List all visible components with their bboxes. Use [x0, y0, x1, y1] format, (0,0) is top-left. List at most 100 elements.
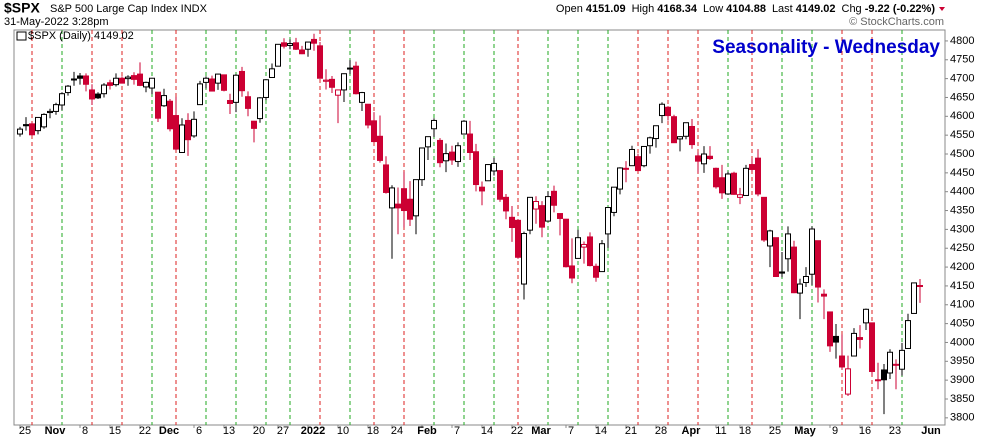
candle-body — [509, 216, 515, 228]
candle-body — [491, 162, 497, 172]
candle-body — [773, 237, 779, 277]
x-tick-label: 25 — [19, 425, 31, 437]
y-tick-label: 4700 — [950, 73, 974, 85]
candle-body — [407, 198, 413, 220]
candle-body — [17, 128, 23, 135]
candle-body — [137, 73, 143, 86]
candle-body — [323, 79, 329, 82]
x-tick-label: 22 — [139, 425, 151, 437]
candle-body — [431, 119, 437, 130]
candle-body — [305, 41, 311, 50]
y-tick-label: 3850 — [950, 393, 974, 405]
y-tick-label: 3800 — [950, 412, 974, 424]
quote-value: 4151.09 — [586, 3, 626, 15]
x-tick-label: 7 — [454, 425, 460, 437]
candle-body — [389, 187, 395, 209]
x-tick-label: 25 — [769, 425, 781, 437]
candle-body — [803, 275, 809, 284]
copyright: © StockCharts.com — [849, 16, 944, 28]
candle-body — [485, 164, 491, 182]
wednesday-lines — [31, 30, 903, 425]
quote-label: Chg — [842, 3, 862, 15]
candle-body — [317, 45, 323, 79]
candle-body — [533, 200, 539, 210]
candle-body — [515, 219, 521, 258]
x-tick-label: Dec — [159, 425, 179, 437]
candle-body — [395, 203, 401, 209]
x-tick-label: 28 — [655, 425, 667, 437]
quote-value: 4149.02 — [796, 3, 836, 15]
candle-body — [287, 43, 293, 46]
x-tick-label: 18 — [739, 425, 751, 437]
candle-body — [59, 93, 65, 106]
symbol: $SPX — [4, 0, 40, 16]
candle-body — [299, 49, 305, 55]
quote-label: Low — [703, 3, 723, 15]
candle-body — [581, 243, 587, 248]
candle-body — [47, 110, 53, 114]
candle-body — [599, 243, 605, 273]
candle-body — [239, 70, 245, 92]
candle-body — [797, 283, 803, 294]
candle-body — [65, 85, 71, 94]
candle-body — [41, 113, 47, 128]
candle-body — [563, 218, 569, 268]
candle-body — [419, 147, 425, 181]
candle-body — [143, 81, 149, 88]
candle-body — [353, 65, 359, 95]
candle-body — [383, 164, 389, 193]
candle-body — [155, 91, 161, 119]
legend: $SPX (Daily) 4149.02 — [28, 30, 134, 42]
candle-body — [281, 42, 287, 47]
candle-body — [245, 96, 251, 109]
candle-body — [119, 77, 125, 84]
candle-body — [365, 103, 371, 126]
candle-body — [101, 84, 107, 95]
x-tick-label: 24 — [391, 425, 403, 437]
candle-body — [263, 79, 269, 98]
candle-body — [449, 151, 455, 161]
candle-body — [881, 369, 887, 381]
candle-body — [197, 83, 203, 106]
candle-body — [527, 196, 533, 231]
y-tick-label: 4550 — [950, 129, 974, 141]
candle-body — [521, 233, 527, 285]
y-tick-label: 4300 — [950, 223, 974, 235]
candle-body — [227, 99, 233, 104]
x-tick-label: Feb — [417, 425, 437, 437]
candle-body — [545, 196, 551, 222]
y-tick-label: 4650 — [950, 91, 974, 103]
candle-body — [473, 151, 479, 186]
candle-body — [899, 349, 905, 370]
candle-body — [29, 123, 35, 136]
candle-body — [713, 167, 719, 188]
candle-body — [125, 76, 131, 80]
candle-body — [665, 106, 671, 117]
candle-body — [425, 136, 431, 148]
candle-body — [347, 67, 353, 70]
x-tick-label: 13 — [223, 425, 235, 437]
candle-body — [167, 100, 173, 130]
candle-body — [569, 265, 575, 279]
candles — [17, 33, 923, 415]
x-tick-label: 27 — [277, 425, 289, 437]
x-tick-label: Nov — [45, 425, 67, 437]
candle-body — [593, 265, 599, 278]
y-tick-label: 3900 — [950, 374, 974, 386]
quote-label: Open — [556, 3, 583, 15]
quote-header: Open 4151.09 High 4168.34 Low 4104.88 Last 4149… — [556, 3, 945, 15]
candle-body — [251, 120, 257, 129]
candle-body — [719, 177, 725, 194]
candle-body — [479, 186, 485, 192]
candle-body — [641, 145, 647, 167]
quote-label: Last — [772, 3, 793, 15]
candle-body — [539, 205, 545, 228]
candle-body — [413, 179, 419, 217]
y-tick-label: 4400 — [950, 186, 974, 198]
candle-body — [635, 156, 641, 172]
quote-value: -9.22 (-0.22%) — [865, 3, 936, 15]
candle-body — [785, 233, 791, 260]
y-tick-label: 3950 — [950, 355, 974, 367]
x-tick-label: 22 — [511, 425, 523, 437]
